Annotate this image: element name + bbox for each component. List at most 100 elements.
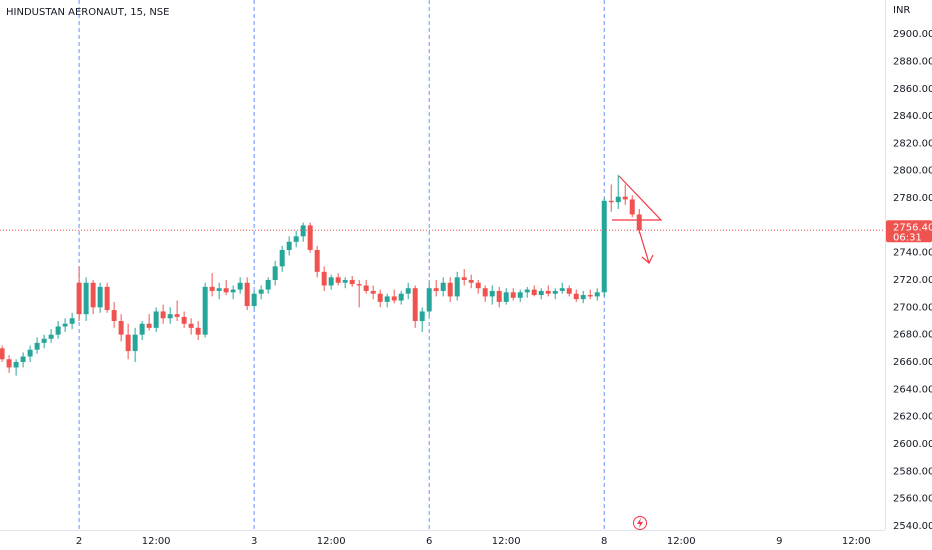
candle-body — [468, 280, 474, 283]
candle-body — [545, 290, 551, 294]
candle-body — [587, 295, 593, 297]
candle — [531, 285, 537, 297]
currency: INR — [893, 5, 910, 16]
y-tick-label: 2720.00 — [893, 275, 932, 286]
candle — [601, 198, 607, 297]
candle — [559, 282, 565, 294]
candle — [482, 285, 488, 302]
candle — [370, 285, 376, 300]
candle — [384, 293, 390, 308]
candle — [328, 274, 334, 290]
candle-body — [314, 249, 320, 272]
y-tick-label: 2880.00 — [893, 56, 932, 67]
candle — [216, 282, 222, 300]
candle-body — [636, 214, 642, 231]
candle-body — [321, 271, 327, 286]
candle — [34, 337, 40, 354]
candle — [272, 260, 278, 286]
candle-body — [272, 266, 278, 281]
candle — [377, 289, 383, 308]
candle — [6, 355, 12, 373]
candle-body — [237, 282, 243, 290]
candle-body — [111, 310, 117, 322]
y-tick-label: 2700.00 — [893, 302, 932, 313]
candle — [167, 307, 173, 324]
candle-body — [503, 292, 509, 302]
candle-body — [153, 311, 159, 328]
y-tick-label: 2860.00 — [893, 84, 932, 95]
x-tick-label: 2 — [76, 536, 82, 547]
candle-body — [580, 295, 586, 300]
candle — [230, 285, 236, 300]
event-icon[interactable] — [633, 516, 647, 530]
candle — [195, 321, 201, 341]
candle — [440, 277, 446, 297]
candle — [629, 195, 635, 218]
candle-body — [594, 292, 600, 297]
y-tick-label: 2800.00 — [893, 166, 932, 177]
candle — [503, 288, 509, 305]
x-tick-label: 12:00 — [492, 536, 521, 547]
candle-body — [622, 196, 628, 200]
candle-body — [601, 200, 607, 293]
candle-body — [440, 282, 446, 291]
candle — [111, 301, 117, 328]
candle — [41, 334, 47, 349]
candle-body — [538, 290, 544, 296]
candle-body — [97, 286, 103, 308]
candle-body — [629, 199, 635, 215]
candle-body — [83, 282, 89, 315]
x-tick-label: 12:00 — [142, 536, 171, 547]
candle — [405, 282, 411, 300]
event-bolt[interactable] — [637, 518, 643, 528]
candle-body — [482, 288, 488, 297]
candle — [300, 222, 306, 242]
candle-body — [279, 249, 285, 267]
candle — [174, 300, 180, 322]
candle-body — [398, 293, 404, 301]
countdown: 06:31 — [893, 232, 922, 243]
candle — [202, 282, 208, 338]
candle-body — [384, 296, 390, 302]
candle — [314, 245, 320, 278]
y-tick-label: 2740.00 — [893, 248, 932, 259]
candle — [622, 184, 628, 205]
candle — [286, 236, 292, 256]
candle — [153, 307, 159, 332]
candle-body — [209, 286, 215, 291]
candle — [76, 266, 82, 322]
candle-body — [188, 323, 194, 328]
candle-body — [342, 280, 348, 283]
candle-body — [125, 334, 131, 352]
candle — [615, 174, 621, 209]
candle-body — [139, 323, 145, 335]
candle-body — [118, 321, 124, 335]
candle — [349, 275, 355, 287]
candle — [594, 288, 600, 301]
candle-body — [363, 285, 369, 291]
candle — [27, 345, 33, 362]
candle — [132, 327, 138, 362]
y-tick-label: 2620.00 — [893, 412, 932, 423]
candle — [489, 285, 495, 305]
candle — [552, 288, 558, 300]
candle-body — [286, 241, 292, 250]
candle-body — [307, 225, 313, 250]
candle-body — [531, 289, 537, 296]
candle — [48, 329, 54, 343]
y-tick-label: 2600.00 — [893, 439, 932, 450]
candle — [258, 285, 264, 300]
x-tick-label: 9 — [776, 536, 782, 547]
candle-body — [244, 282, 250, 306]
candle — [433, 280, 439, 297]
candle-body — [370, 290, 376, 294]
y-tick-label: 2680.00 — [893, 330, 932, 341]
candle — [118, 314, 124, 342]
candle-body — [419, 311, 425, 322]
y-tick-label: 2820.00 — [893, 138, 932, 149]
candle-body — [181, 316, 187, 324]
candle — [55, 321, 61, 339]
candle-body — [174, 314, 180, 317]
candle-body — [76, 282, 82, 315]
